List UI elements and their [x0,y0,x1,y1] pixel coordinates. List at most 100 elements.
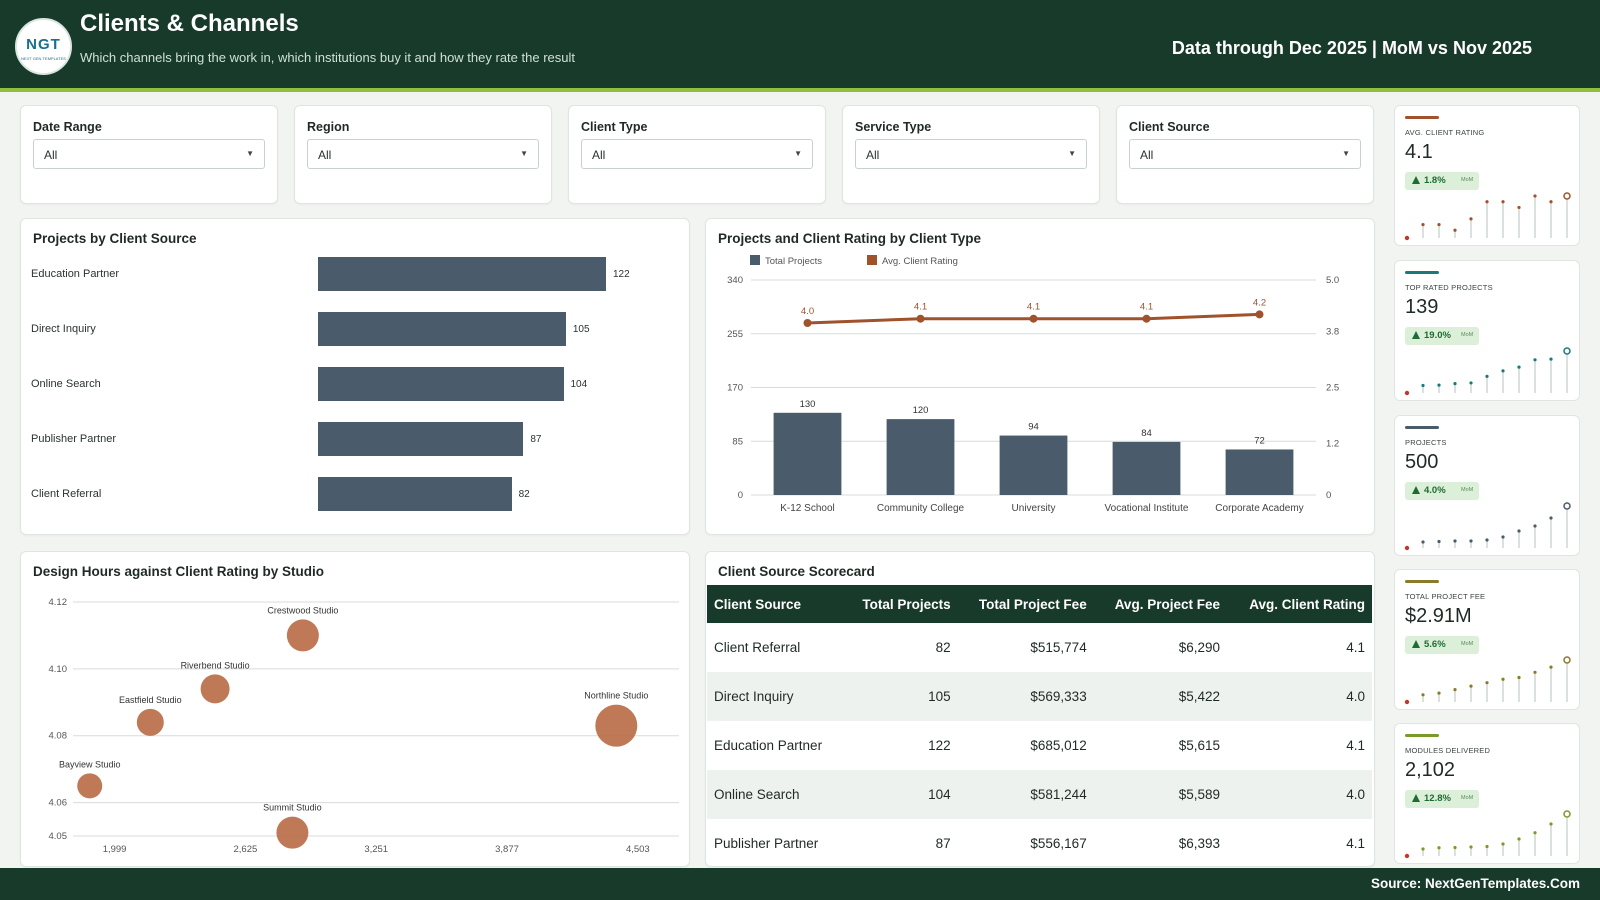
y-tick-label: 4.05 [49,831,68,842]
spark-point [1437,539,1441,544]
bar-mark[interactable] [318,312,566,346]
client-source-scorecard-panel: Client Source Scorecard Client Source To… [705,551,1375,867]
up-arrow-icon [1412,176,1420,184]
date-range-dropdown[interactable]: All ▼ [33,139,265,169]
chevron-down-icon: ▼ [246,149,254,158]
table-cell: $5,422 [1093,672,1227,721]
bar-mark[interactable] [318,422,524,456]
bar-category-label: Client Referral [31,488,102,500]
spark-point [1501,200,1505,204]
bar-category-label: Education Partner [31,268,120,280]
kpi-value: $2.91M [1405,605,1472,627]
spark-point [1453,382,1457,386]
spark-point [1469,381,1473,385]
table-cell: 4.0 [1226,770,1372,819]
kpi-accent [1405,426,1439,429]
bar-value-label: 122 [613,269,630,280]
rating-value-label: 4.1 [1140,302,1153,313]
y-tick-label: 4.12 [49,597,68,608]
table-cell: Client Referral [714,640,801,655]
y-tick-label: 4.06 [49,798,68,809]
x-tick-label: University [1012,503,1056,514]
table-cell: $6,290 [1178,640,1220,655]
spark-point [1533,670,1537,674]
spark-point [1453,228,1457,232]
kpi-card-modules-delivered: MODULES DELIVERED 2,102 12.8% MoM [1394,723,1580,864]
table-cell: 122 [928,738,951,753]
client-source-dropdown[interactable]: All ▼ [1129,139,1361,169]
spark-end-point [1563,347,1571,355]
bar-value-label: 104 [570,379,588,390]
spark-point [1517,205,1521,210]
bar-mark[interactable] [318,367,564,401]
up-arrow-icon [1412,794,1420,802]
bar-mark [999,435,1068,495]
bar-mark[interactable] [318,257,606,291]
region-dropdown[interactable]: All ▼ [307,139,539,169]
y-tick-label: 170 [727,383,743,394]
spark-point [1501,842,1505,846]
spark-start-point [1404,853,1410,859]
spark-point [1485,844,1489,849]
combo-chart: Total Projects Avg. Client Rating 0 85 170 25… [727,255,1339,514]
bubble-label: Crestwood Studio [267,605,338,615]
bubble-label: Summit Studio [263,803,322,813]
column-header[interactable]: Avg. Client Rating [1226,585,1372,623]
spark-point [1453,688,1457,692]
table-header-row: Client Source Total Projects Total Proje… [707,585,1372,623]
kpi-accent [1405,734,1439,737]
bubble-label: Bayview Studio [59,759,121,769]
column-header[interactable]: Total Project Fee [957,585,1094,623]
kpi-change-badge: 19.0% MoM [1405,327,1479,345]
up-arrow-icon [1412,331,1420,339]
bar-mark[interactable] [318,477,512,511]
x-tick-label: 4,503 [626,844,650,855]
kpi-card-projects: PROJECTS 500 4.0% MoM [1394,415,1580,556]
service-type-dropdown[interactable]: All ▼ [855,139,1087,169]
table-cell: Publisher Partner [714,836,819,851]
selected-value: All [866,148,880,162]
column-header[interactable]: Avg. Project Fee [1093,585,1227,623]
client-type-dropdown[interactable]: All ▼ [581,139,813,169]
filter-label: Service Type [855,120,932,134]
y2-tick-label: 5.0 [1326,275,1339,286]
x-tick-label: 2,625 [234,844,258,855]
studio-bubble [276,816,309,849]
studio-bubble [77,773,103,799]
bar-category-label: Online Search [31,378,101,390]
kpi-card-avg-client-rating: AVG. CLIENT RATING 4.1 1.8% MoM [1394,105,1580,246]
table-row: Direct Inquiry 105 $569,333 $5,422 4.0 [707,672,1372,721]
projects-by-client-source-panel: Projects by Client Source Education Part… [20,218,690,535]
spark-start-point [1404,390,1410,396]
legend-label: Total Projects [765,256,822,267]
spark-point [1485,538,1489,542]
sparkline [1404,810,1571,859]
table-row: Education Partner 122 $685,012 $5,615 4.… [707,721,1372,770]
table-cell: 4.0 [1226,672,1372,721]
table-cell: $569,333 [957,672,1094,721]
rating-point [916,314,925,323]
spark-start-point [1404,699,1410,705]
spark-end-point [1563,810,1571,818]
spark-point [1453,539,1457,543]
footer-bar: Source: NextGenTemplates.Com [0,868,1600,900]
bubble-label: Riverbend Studio [181,660,250,670]
filter-label: Client Type [581,120,648,134]
rating-value-label: 4.2 [1253,297,1266,308]
table-cell: Education Partner [714,738,823,753]
y-tick-label: 255 [727,329,743,340]
spark-end-point [1563,502,1571,510]
bar-value-label: 105 [572,324,590,335]
projects-rating-by-client-type-panel: Projects and Client Rating by Client Typ… [705,218,1375,535]
column-header[interactable]: Total Projects [843,585,958,623]
spark-point [1469,684,1473,688]
spark-point [1437,691,1441,695]
spark-point [1421,222,1425,227]
y2-tick-label: 1.2 [1326,438,1339,449]
page-subtitle: Which channels bring the work in, which … [80,50,575,65]
table-cell: 4.1 [1346,640,1365,655]
table-cell: 104 [843,770,958,819]
y-tick-label: 4.10 [49,664,68,675]
table-cell: $685,012 [1030,738,1087,753]
column-header[interactable]: Client Source [707,585,844,623]
